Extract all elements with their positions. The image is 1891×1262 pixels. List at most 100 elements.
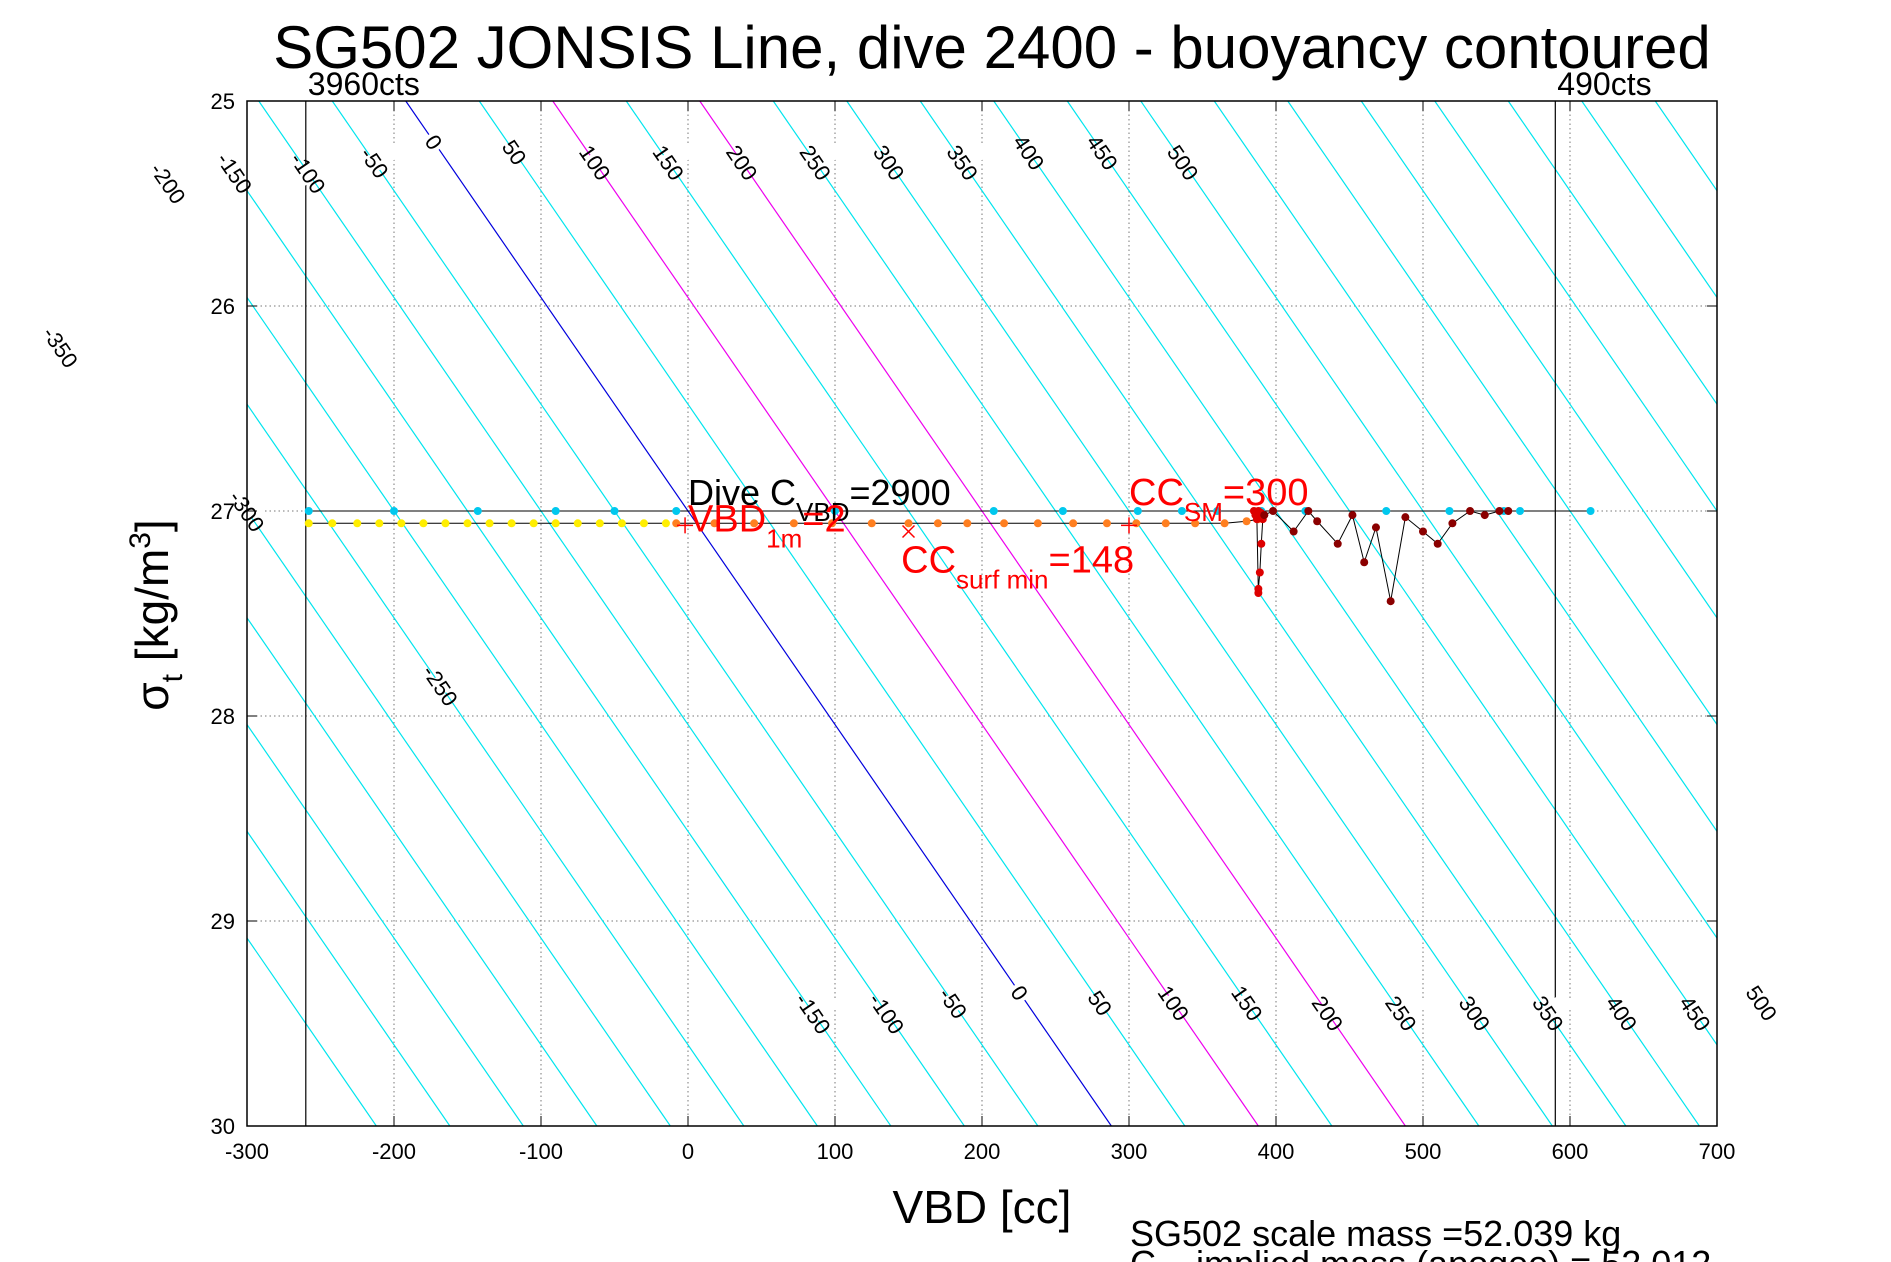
annotation-dive-c-vbd-prefix: Dive C [688, 472, 796, 513]
data-point [933, 519, 942, 528]
contour-label-bg [926, 980, 980, 1026]
data-point [867, 519, 876, 528]
footer-line-2-rest: implied mass (apogee) = 52.012 [1156, 1243, 1711, 1262]
y-tick-label: 26 [211, 294, 235, 319]
annotation-dive-c-vbd: Dive CVBD=2900 [688, 472, 951, 527]
contour-label-bg [1220, 980, 1274, 1026]
data-point [1220, 519, 1229, 528]
contour-label-bg [860, 991, 914, 1036]
y-tick-label: 25 [211, 89, 235, 114]
contour-line [405, 101, 1112, 1126]
marker-x [901, 524, 916, 539]
data-point [441, 519, 450, 528]
contour-label-bg [568, 140, 622, 185]
y-tick-label: 27 [211, 499, 235, 524]
chart-title: SG502 JONSIS Line, dive 2400 - buoyancy … [273, 14, 1711, 81]
data-point [1191, 519, 1200, 528]
contour-label-bg [413, 663, 467, 708]
data-point [1254, 507, 1263, 515]
data-point [1257, 539, 1266, 548]
data-point [1466, 507, 1475, 515]
x-tick-label: 300 [1111, 1139, 1148, 1164]
x-tick-label: -200 [372, 1139, 416, 1164]
contour-line [247, 189, 892, 1126]
contour-line [772, 101, 1480, 1126]
y-tick-label: 29 [211, 909, 235, 934]
annotation-vbd-1m: VBD1m=2 [688, 499, 846, 554]
data-point [610, 507, 619, 515]
limit-label: 490cts [1557, 66, 1651, 102]
data-point [353, 519, 362, 528]
data-point [390, 507, 398, 515]
annotation-cc-surf-min-value: =148 [1049, 540, 1135, 582]
data-point [1333, 539, 1342, 548]
data-point [1133, 507, 1142, 515]
contour-label-bg [1668, 991, 1722, 1036]
x-tick-label: -300 [225, 1139, 269, 1164]
contour-label-bg [34, 324, 88, 370]
contour-label-bg [488, 130, 542, 175]
contour-label-bg [141, 160, 195, 206]
footer-line-2-prefix: C [1130, 1243, 1156, 1262]
annotation-cc-sm-prefix: CC [1129, 472, 1184, 514]
contour-line [247, 296, 818, 1126]
data-point [1304, 507, 1313, 515]
y-tick-label: 30 [211, 1114, 235, 1139]
data-point [1000, 519, 1009, 528]
data-point [989, 507, 998, 515]
contour-line [247, 509, 671, 1126]
contour-line [1140, 101, 1717, 940]
contour-label-bg [1735, 980, 1789, 1026]
data-point [639, 519, 648, 528]
data-point [1069, 519, 1078, 528]
contour-label-bg [1301, 991, 1355, 1036]
data-point [831, 507, 839, 515]
contour-line [993, 101, 1700, 1126]
data-point [1102, 519, 1111, 528]
contour-label-bg [993, 970, 1047, 1015]
y-axis-label: σt [kg/m3] [124, 519, 189, 710]
data-point [1480, 511, 1489, 520]
data-point [1448, 519, 1457, 528]
contour-label-bg [1073, 980, 1127, 1026]
data-point [419, 519, 428, 528]
contour-line [1729, 101, 1891, 1126]
data-point [1260, 511, 1269, 520]
annotation-vbd-1m-sub: 1m [766, 524, 802, 554]
contour-line [1066, 101, 1717, 1046]
annotation-dive-c-vbd-value: =2900 [850, 472, 951, 513]
y-label-sigma: σ [126, 682, 178, 710]
contour-line [625, 101, 1333, 1126]
data-point [1419, 527, 1427, 536]
annotation-cc-surf-min: CCsurf min=148 [901, 540, 1134, 595]
contour-line [247, 616, 598, 1126]
limit-label: 3960cts [308, 66, 420, 102]
vbd-limit-lines: 3960cts 490cts [305, 66, 1652, 1126]
data-point [672, 507, 681, 515]
data-point [573, 519, 582, 528]
data-point [397, 519, 406, 528]
contour-line [247, 723, 524, 1126]
contour-line [478, 101, 1186, 1126]
axis-ticks: -300 -200 -100 0 100 200 300 400 500 600 700 25 26 27… [211, 89, 1736, 1164]
data-point [1033, 519, 1042, 528]
x-tick-label: 200 [964, 1139, 1001, 1164]
y-label-sup: 3 [124, 532, 157, 549]
annotation-dive-c-vbd-sub: VBD [796, 497, 849, 527]
data-point [1360, 558, 1369, 567]
data-point [1255, 568, 1264, 577]
data-point [1058, 507, 1067, 515]
annotation-vbd-1m-value: =2 [802, 499, 845, 541]
data-point [473, 507, 482, 515]
x-tick-label: 100 [817, 1139, 854, 1164]
data-point [595, 519, 604, 528]
contour-line [247, 937, 377, 1126]
data-point [1242, 517, 1251, 526]
data-point [1289, 527, 1298, 536]
data-point [1386, 597, 1395, 606]
data-point [828, 519, 837, 528]
x-tick-label: 0 [682, 1139, 694, 1164]
contour-line [1581, 101, 1717, 299]
contour-label-bg [1076, 130, 1130, 175]
